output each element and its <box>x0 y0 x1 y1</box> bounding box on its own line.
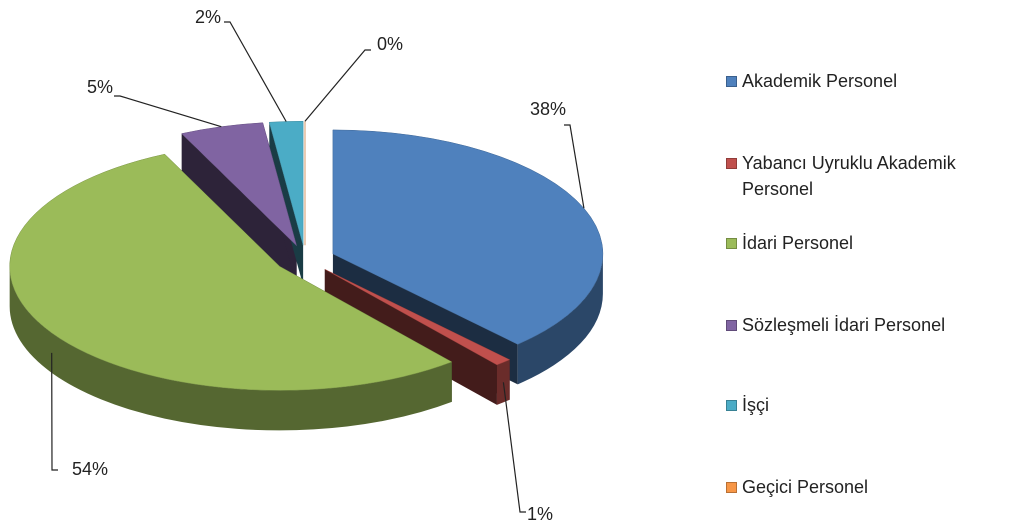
legend-swatch <box>726 482 737 493</box>
slice-side <box>517 253 603 385</box>
data-label: 38% <box>530 99 566 119</box>
slice-wall <box>324 269 497 405</box>
data-label: 5% <box>87 77 113 97</box>
legend-item: Yabancı Uyruklu Akademik Personel <box>726 150 1026 202</box>
leader-line <box>114 95 222 128</box>
legend-item: Geçici Personel <box>726 474 1026 500</box>
slice <box>9 153 453 391</box>
legend-swatch <box>726 400 737 411</box>
data-label: 0% <box>377 34 403 54</box>
legend-item: İdari Personel <box>726 230 1026 256</box>
leader-line <box>564 124 585 209</box>
leader-line <box>224 21 287 122</box>
data-label: 2% <box>195 7 221 27</box>
legend-swatch <box>726 76 737 87</box>
slice-wall <box>181 133 297 286</box>
chart: 38% 1% 54% 5% 2% 0% <box>9 7 604 524</box>
slice <box>324 269 511 366</box>
legend-item: İşçi <box>726 392 1026 418</box>
legend-label: İşçi <box>742 395 769 415</box>
leader-line <box>502 382 526 513</box>
legend-swatch <box>726 238 737 249</box>
leader-line <box>304 49 371 122</box>
legend-label: Yabancı Uyruklu Akademik Personel <box>742 153 956 199</box>
slice <box>181 122 298 247</box>
leader-line <box>51 352 58 471</box>
slice-side <box>9 266 452 431</box>
slice-side <box>496 359 510 405</box>
legend-swatch <box>726 320 737 331</box>
legend-label: İdari Personel <box>742 233 854 253</box>
legend-item: Sözleşmeli İdari Personel <box>726 312 1026 338</box>
legend-item: Akademik Personel <box>726 68 1026 94</box>
legend-label: Akademik Personel <box>742 71 898 91</box>
data-label: 54% <box>72 459 108 479</box>
data-label: 1% <box>527 504 553 524</box>
slice-wall <box>269 122 304 286</box>
legend-label: Geçici Personel <box>742 477 869 497</box>
legend-label: Sözleşmeli İdari Personel <box>742 315 946 335</box>
legend-swatch <box>726 158 737 169</box>
